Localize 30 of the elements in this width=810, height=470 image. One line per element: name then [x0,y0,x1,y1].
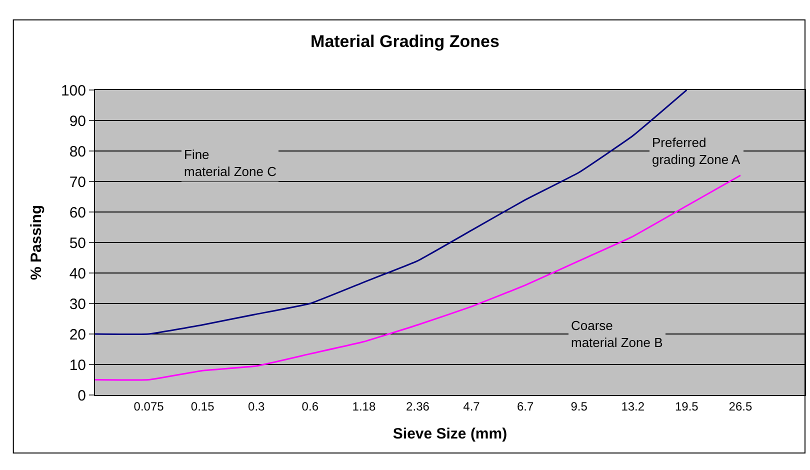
x-tick-label: 13.2 [621,399,645,414]
annotation: Preferred grading Zone A [652,135,741,167]
y-tick-label: 30 [69,296,86,313]
x-tick-label: 0.15 [190,399,215,414]
chart-title: Material Grading Zones [310,32,500,52]
y-axis-title: % Passing [28,204,46,280]
x-axis-title: Sieve Size (mm) [392,425,508,442]
x-tick-label: 19.5 [674,399,699,414]
x-tick-label: 1.18 [352,399,376,414]
x-tick-label: 0.6 [302,399,319,414]
x-tick-label: 6.7 [516,399,534,414]
y-tick-label: 60 [69,204,86,222]
y-tick-label: 90 [69,112,86,130]
annotation: Coarse material Zone B [571,318,663,350]
y-tick-label: 0 [78,387,86,404]
x-tick-label: 26.5 [728,399,752,414]
y-tick-label: 100 [60,82,86,100]
y-tick-label: 50 [69,234,86,252]
y-tick-label: 10 [69,356,86,374]
x-tick-label: 4.7 [463,399,480,414]
y-tick-label: 20 [69,326,86,344]
y-tick-label: 40 [69,265,86,282]
y-tick-label: 70 [69,174,86,191]
x-tick-label: 2.36 [406,399,430,414]
x-tick-label: 9.5 [570,399,588,414]
line-series [95,174,742,381]
y-tick-label: 80 [69,143,86,160]
x-tick-label: 0.075 [134,399,164,414]
annotation: Fine material Zone C [184,147,276,179]
x-tick-label: 0.3 [248,399,266,414]
